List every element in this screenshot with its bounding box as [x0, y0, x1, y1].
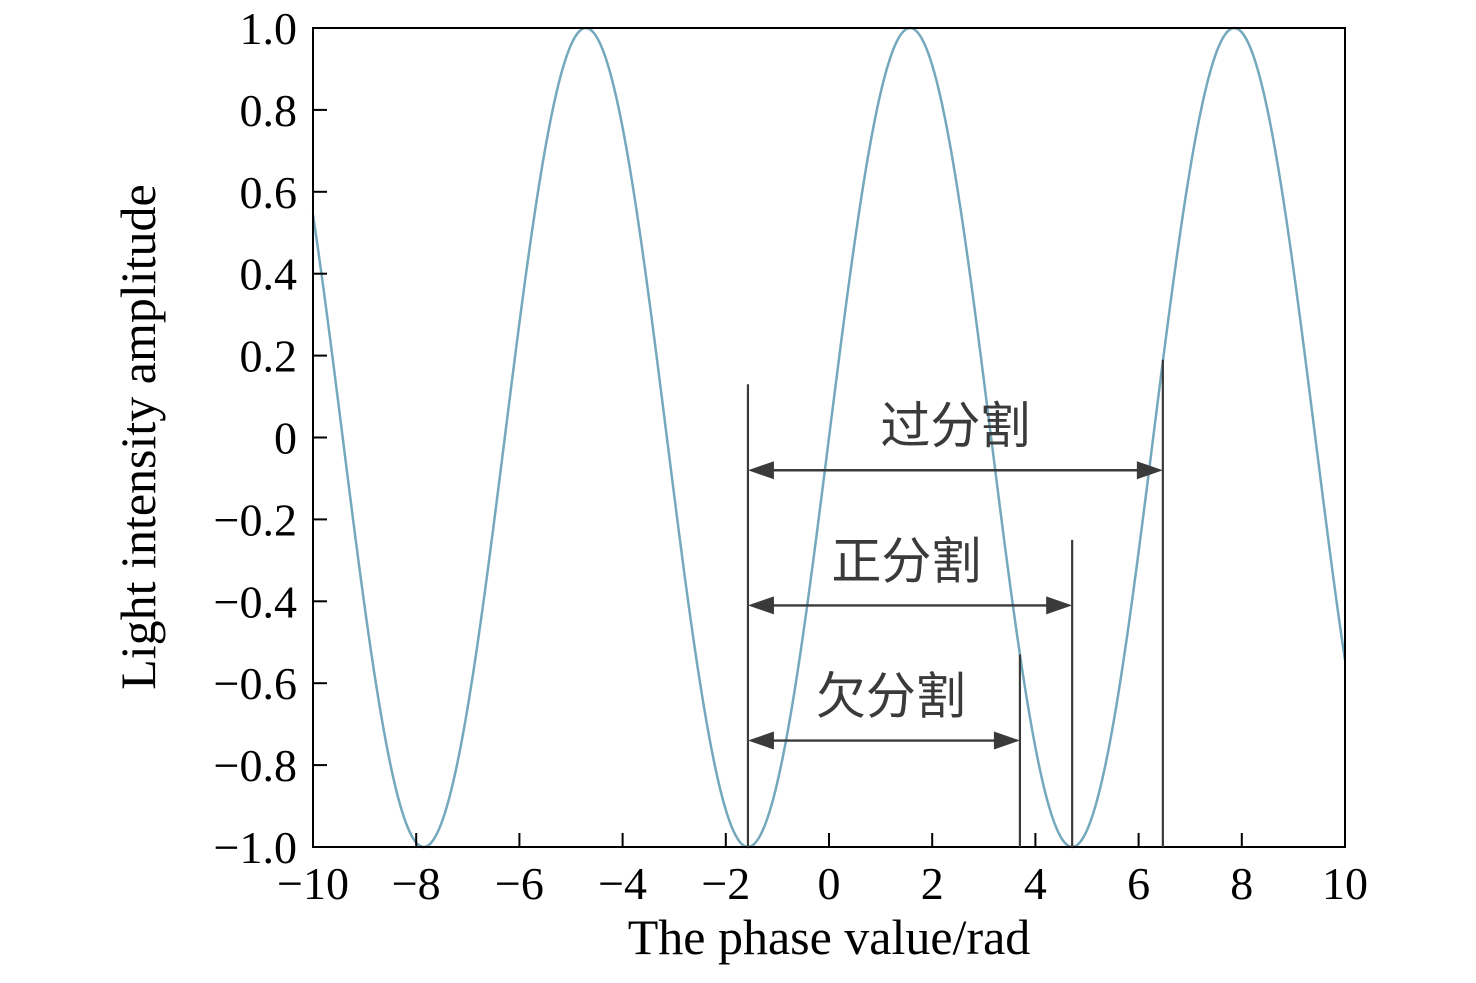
x-tick-label: 10: [1322, 858, 1368, 909]
over-segmentation-label: 过分割: [880, 398, 1030, 454]
correct-segmentation-label: 正分割: [831, 533, 981, 589]
x-axis-title: The phase value/rad: [627, 909, 1031, 965]
x-tick-label: −4: [598, 858, 647, 909]
y-tick-label: 0.8: [240, 85, 298, 136]
sine-curve: [311, 26, 1347, 849]
y-axis-title: Light intensity amplitude: [110, 184, 166, 690]
y-tick-label: 0: [274, 413, 297, 464]
x-tick-label: 2: [921, 858, 944, 909]
y-tick-label: −0.6: [214, 658, 297, 709]
y-tick-label: 0.6: [240, 167, 298, 218]
x-tick-label: −2: [701, 858, 750, 909]
x-tick-label: −6: [495, 858, 544, 909]
x-tick-label: −8: [392, 858, 441, 909]
under-segmentation-arrowhead-left: [747, 731, 774, 750]
y-tick-label: −0.4: [214, 576, 297, 627]
x-tick-label: 6: [1127, 858, 1150, 909]
y-tick-label: −0.8: [214, 740, 297, 791]
y-tick-label: 0.2: [240, 331, 298, 382]
y-tick-label: −0.2: [214, 494, 297, 545]
correct-segmentation-arrowhead-right: [1046, 596, 1073, 615]
correct-segmentation-arrowhead-left: [747, 596, 774, 615]
y-tick-label: 0.4: [240, 249, 298, 300]
x-tick-label: 8: [1230, 858, 1253, 909]
over-segmentation-arrowhead-left: [747, 461, 774, 480]
y-tick-label: −1.0: [214, 822, 297, 873]
x-tick-label: 4: [1024, 858, 1047, 909]
x-tick-label: 0: [818, 858, 841, 909]
y-tick-label: 1.0: [240, 3, 298, 54]
x-tick-label: −10: [277, 858, 349, 909]
under-segmentation-arrowhead-right: [993, 731, 1020, 750]
under-segmentation-label: 欠分割: [816, 668, 966, 724]
over-segmentation-arrowhead-right: [1136, 461, 1163, 480]
